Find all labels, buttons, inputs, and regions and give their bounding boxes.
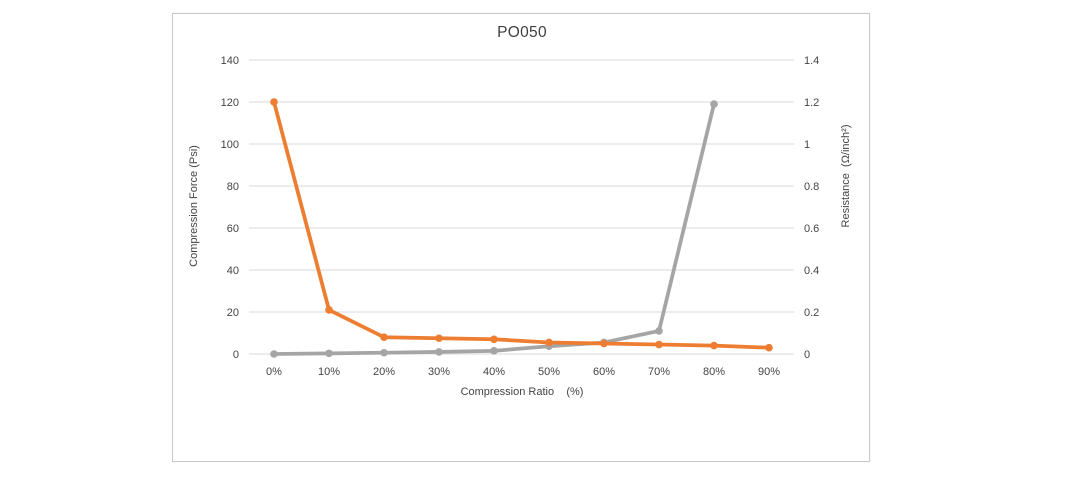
series-line-resistance: [272, 100, 771, 350]
series-marker-resistance: [600, 339, 608, 348]
x-axis-tick: 50%: [538, 366, 560, 378]
series-marker-compression-force: [710, 100, 718, 108]
left-axis-tick: 0: [233, 349, 239, 361]
x-axis-tick: 0%: [266, 366, 282, 378]
right-axis-tick: 0: [804, 349, 810, 361]
left-axis-tick: 100: [221, 139, 239, 151]
x-axis-tick: 40%: [483, 366, 505, 378]
series-marker-compression-force: [380, 348, 388, 357]
right-axis-tick: 0.8: [804, 181, 819, 193]
series-marker-resistance: [490, 335, 498, 344]
left-axis-tick: 40: [227, 265, 239, 277]
right-axis-tick: 0.6: [804, 223, 819, 235]
left-axis-title: Compression Force (Psi): [188, 145, 200, 267]
right-axis-tick: 1.4: [804, 55, 819, 67]
chart-title: PO050: [497, 24, 547, 41]
x-axis-tick: 60%: [593, 366, 615, 378]
series-marker-resistance: [435, 334, 443, 343]
left-axis-tick: 20: [227, 307, 239, 319]
left-axis-tick: 120: [221, 97, 239, 109]
x-axis-tick: 70%: [648, 366, 670, 378]
series-marker-compression-force: [325, 349, 333, 358]
left-axis-tick: 140: [221, 55, 239, 67]
x-axis-title: Compression Ratio (%): [460, 386, 584, 398]
x-axis-tick: 20%: [373, 366, 395, 378]
series-marker-compression-force: [435, 348, 443, 356]
series-marker-resistance: [325, 306, 333, 314]
series-marker-resistance: [545, 338, 553, 347]
left-axis-tick: 60: [227, 223, 239, 235]
right-axis-tick: 1: [804, 139, 810, 151]
x-axis-tick: 30%: [428, 366, 450, 378]
series-marker-compression-force: [270, 350, 278, 358]
series-marker-resistance: [270, 98, 278, 106]
series-marker-resistance: [380, 333, 388, 342]
x-axis-tick: 90%: [758, 366, 780, 378]
right-axis-tick: 1.2: [804, 97, 819, 109]
x-axis-tick: 80%: [703, 366, 725, 378]
series-marker-compression-force: [490, 347, 498, 355]
chart-card: 0 20 40 60 80 100 120 140 0 0.2 0.4 0.6 0.8 1 1.2 1.4 0%…: [172, 13, 870, 462]
line-chart-plot: 0 20 40 60 80 100 120 140 0 0.2 0.4 0.6 0.8 1 1.2 1.4 0%…: [221, 55, 820, 378]
series-marker-resistance: [655, 340, 663, 349]
right-axis-title: Resistance (Ω/inch²): [840, 124, 852, 228]
series-marker-resistance: [710, 341, 718, 350]
left-axis-tick: 80: [227, 181, 239, 193]
right-axis-tick: 0.4: [804, 265, 819, 277]
right-axis-tick: 0.2: [804, 307, 819, 319]
series-marker-compression-force: [655, 327, 663, 335]
series-marker-resistance: [765, 343, 773, 352]
x-axis-tick: 10%: [318, 366, 340, 378]
